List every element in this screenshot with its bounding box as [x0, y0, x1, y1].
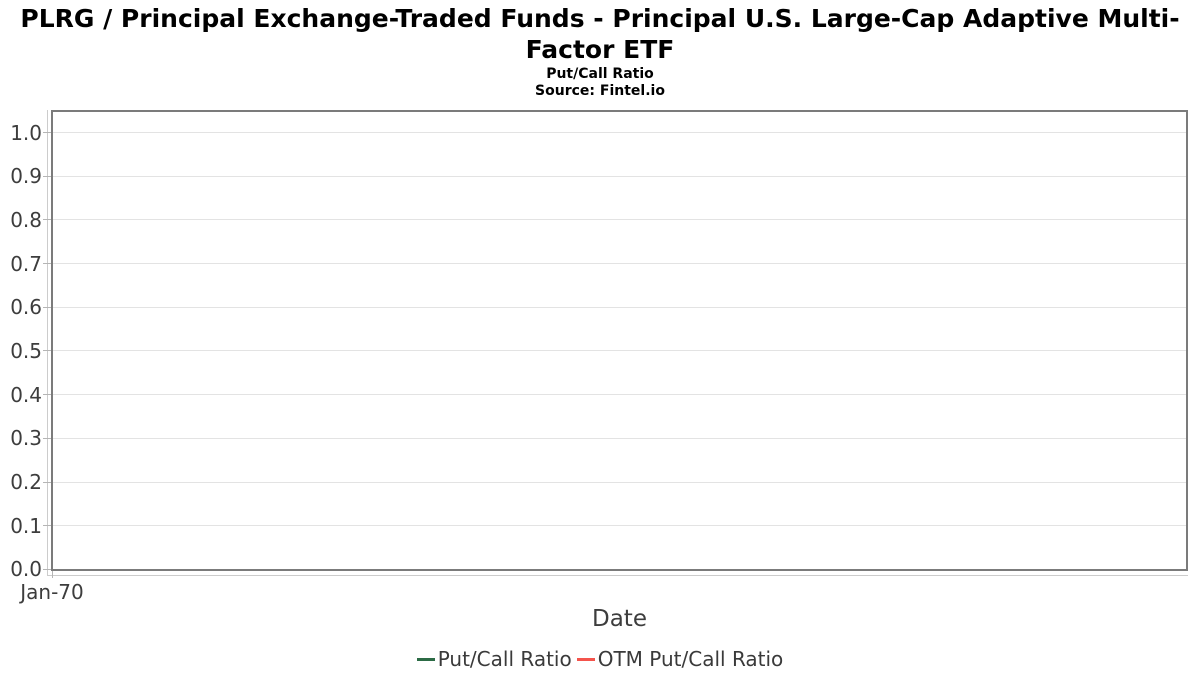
y-tick-label: 0.6 [10, 295, 42, 320]
y-tick-label: 1.0 [10, 120, 42, 145]
y-tick-mark [43, 175, 51, 177]
y-tick-mark [43, 394, 51, 396]
y-tick-mark [43, 437, 51, 439]
y-gridline [53, 437, 1186, 439]
y-tick-label: 0.7 [10, 251, 42, 276]
y-tick-label: 0.5 [10, 338, 42, 363]
chart-source: Source: Fintel.io [535, 83, 665, 99]
y-tick-mark [43, 132, 51, 133]
x-axis-line [47, 575, 1188, 576]
y-tick-mark [43, 481, 51, 483]
legend-item[interactable]: Put/Call Ratio [416, 647, 572, 671]
y-tick-mark [43, 219, 51, 221]
y-gridline [53, 175, 1186, 177]
plot-area [51, 110, 1188, 571]
y-gridline [53, 306, 1186, 308]
y-axis-line [47, 110, 48, 576]
y-gridline [53, 481, 1186, 483]
y-tick-mark [43, 306, 51, 308]
legend-line-marker [576, 657, 595, 661]
legend-line-marker [416, 657, 435, 661]
y-tick-mark [43, 350, 51, 352]
y-gridline [53, 132, 1186, 133]
y-tick-label: 0.1 [10, 513, 42, 538]
y-gridline [53, 525, 1186, 527]
y-gridline [53, 394, 1186, 396]
y-tick-label: 0.4 [10, 382, 42, 407]
y-tick-mark [43, 525, 51, 527]
y-tick-mark [43, 263, 51, 265]
legend-item[interactable]: OTM Put/Call Ratio [576, 647, 784, 671]
chart-title: PLRG / Principal Exchange-Traded Funds -… [20, 4, 1180, 64]
x-tick-label: Jan-70 [20, 580, 84, 604]
chart-subtitle: Put/Call Ratio [546, 66, 654, 82]
y-gridline [53, 350, 1186, 352]
y-tick-label: 0.2 [10, 470, 42, 495]
y-gridline [53, 219, 1186, 221]
legend: Put/Call Ratio OTM Put/Call Ratio [0, 647, 1200, 671]
y-tick-mark [43, 568, 51, 570]
y-gridline [53, 263, 1186, 265]
legend-item-label: OTM Put/Call Ratio [597, 647, 784, 671]
x-axis-title: Date [592, 606, 647, 632]
y-tick-label: 0.9 [10, 164, 42, 189]
legend-item-label: Put/Call Ratio [437, 647, 572, 671]
y-tick-label: 0.0 [10, 557, 42, 582]
y-tick-label: 0.8 [10, 207, 42, 232]
x-tick-mark [52, 571, 53, 578]
y-tick-label: 0.3 [10, 426, 42, 451]
